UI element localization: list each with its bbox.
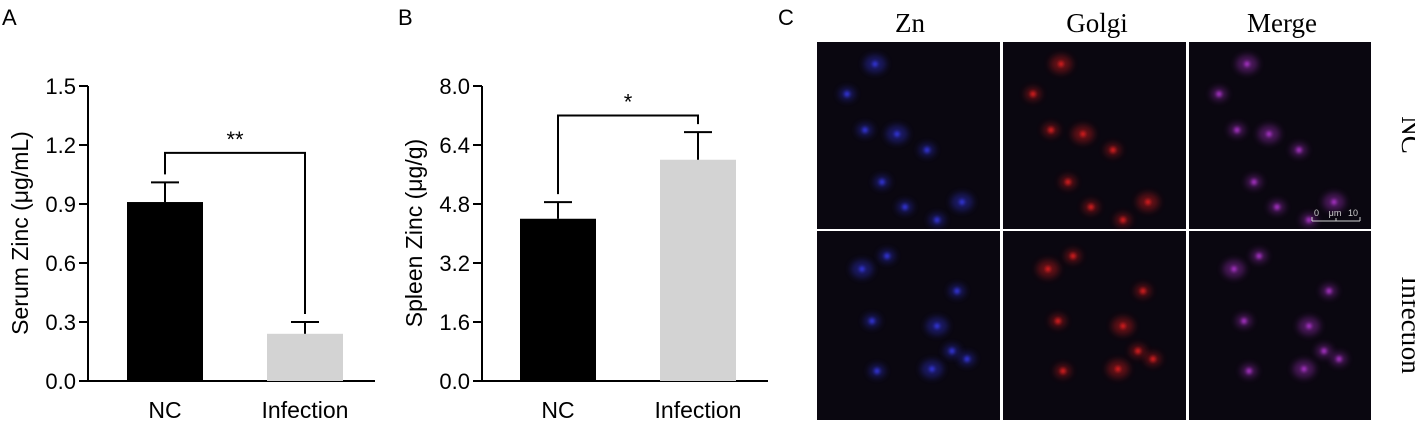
column-header-golgi: Golgi — [1066, 8, 1128, 38]
scale-bar-start: 0 — [1314, 208, 1319, 218]
micrograph-tile-0-2 — [1189, 42, 1371, 229]
category-label: Infection — [655, 397, 742, 422]
significance-bracket — [164, 151, 306, 314]
panel-label-c: C — [778, 5, 794, 30]
bar — [520, 218, 596, 381]
significance-label: ** — [226, 127, 244, 152]
micrograph-tile-1-2 — [1189, 231, 1371, 420]
bar — [127, 202, 203, 381]
significance-label: * — [624, 90, 633, 115]
y-tick-label: 6.4 — [439, 133, 470, 158]
y-tick-label: 1.5 — [45, 74, 76, 99]
significance-bracket — [557, 114, 699, 195]
y-tick-label: 0.0 — [439, 369, 470, 394]
y-tick-label: 0.3 — [45, 310, 76, 335]
column-header-merge: Merge — [1247, 8, 1317, 38]
bar — [660, 159, 736, 381]
micrograph-panel: Zn Golgi Merge NC Infection 0 μm 10 — [817, 8, 1415, 420]
chart-spleen-zinc: 0.0 1.6 3.2 4.8 6.4 8.0 Spleen Zinc (μg/g) NC In… — [401, 74, 768, 422]
y-tick-label: 4.8 — [439, 192, 470, 217]
micrograph-tile-1-1 — [1003, 231, 1186, 420]
y-axis-label: Spleen Zinc (μg/g) — [401, 139, 427, 327]
row-label-nc: NC — [1396, 116, 1415, 154]
bar — [267, 333, 343, 381]
scale-bar-unit: μm — [1329, 208, 1342, 218]
category-label: NC — [148, 397, 181, 422]
row-label-infection: Infection — [1396, 276, 1415, 374]
scale-bar: 0 μm 10 — [1311, 208, 1361, 222]
y-tick-label: 8.0 — [439, 74, 470, 99]
y-tick-label: 0.9 — [45, 192, 76, 217]
y-axis-label: Serum Zinc (μg/mL) — [7, 131, 33, 335]
micrograph-tile-0-0 — [817, 42, 1000, 229]
category-label: NC — [541, 397, 574, 422]
y-tick-label: 0.6 — [45, 251, 76, 276]
y-tick-label: 0.0 — [45, 369, 76, 394]
y-tick-label: 1.6 — [439, 310, 470, 335]
category-label: Infection — [262, 397, 349, 422]
micrograph-tile-1-0 — [817, 231, 1000, 420]
panel-label-a: A — [2, 5, 17, 30]
chart-serum-zinc: 0.0 0.3 0.6 0.9 1.2 1.5 Serum Zinc (μg/mL) NC In… — [7, 74, 375, 422]
scale-bar-end: 10 — [1348, 208, 1358, 218]
y-tick-label: 1.2 — [45, 133, 76, 158]
y-tick-label: 3.2 — [439, 251, 470, 276]
panel-label-b: B — [398, 5, 413, 30]
column-header-zn: Zn — [895, 8, 925, 38]
micrograph-tile-0-1 — [1003, 42, 1186, 229]
